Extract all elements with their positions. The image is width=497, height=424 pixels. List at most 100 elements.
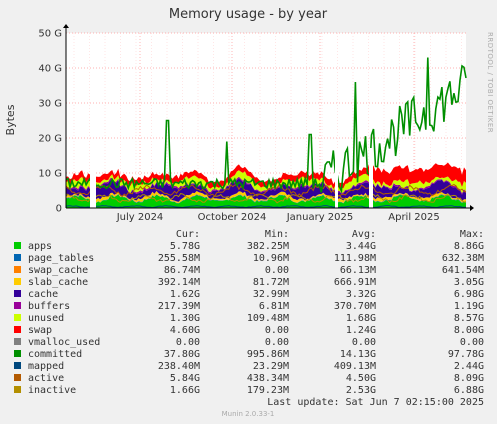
legend-swatch-swap_cache — [14, 266, 21, 273]
last-update: Last update: Sat Jun 7 02:15:00 2025 — [267, 397, 484, 408]
legend-header-max: Max: — [460, 229, 484, 240]
line-committed — [65, 57, 467, 194]
x-tick-label: April 2025 — [388, 212, 439, 223]
legend-max-apps: 8.86G — [454, 241, 484, 252]
legend-cur-active: 5.84G — [170, 373, 200, 384]
legend-cur-apps: 5.78G — [170, 241, 200, 252]
legend-name-inactive: inactive — [28, 385, 76, 396]
legend-header-min: Min: — [265, 229, 289, 240]
legend-min-cache: 32.99M — [253, 289, 289, 300]
legend-swatch-vmalloc_used — [14, 338, 21, 345]
legend-max-active: 8.09G — [454, 373, 484, 384]
data-gaps — [90, 148, 373, 208]
legend-min-unused: 109.48M — [247, 313, 289, 324]
legend-name-page_tables: page_tables — [28, 253, 94, 264]
legend-cur-unused: 1.30G — [170, 313, 200, 324]
legend-min-active: 438.34M — [247, 373, 289, 384]
y-tick-label: 40 G — [38, 64, 62, 75]
legend-cur-buffers: 217.39M — [158, 301, 200, 312]
legend-cur-committed: 37.80G — [164, 349, 200, 360]
line-inactive — [65, 193, 467, 204]
legend-avg-page_tables: 111.98M — [334, 253, 376, 264]
legend-avg-committed: 14.13G — [340, 349, 376, 360]
y-tick-label: 30 G — [38, 99, 62, 110]
legend-cur-swap_cache: 86.74M — [164, 265, 200, 276]
legend-name-buffers: buffers — [28, 301, 70, 312]
legend-max-slab_cache: 3.05G — [454, 277, 484, 288]
legend-swatch-committed — [14, 350, 21, 357]
legend-cur-cache: 1.62G — [170, 289, 200, 300]
legend-name-mapped: mapped — [28, 361, 64, 372]
legend-swatch-slab_cache — [14, 278, 21, 285]
legend-avg-cache: 3.32G — [346, 289, 376, 300]
gap-region — [90, 148, 96, 208]
legend-max-unused: 8.57G — [454, 313, 484, 324]
legend-header-avg: Avg: — [352, 229, 376, 240]
legend-min-swap: 0.00 — [265, 325, 289, 336]
legend-min-inactive: 179.23M — [247, 385, 289, 396]
legend-swatch-buffers — [14, 302, 21, 309]
legend-swatch-page_tables — [14, 254, 21, 261]
legend-max-swap_cache: 641.54M — [442, 265, 484, 276]
legend-min-vmalloc_used: 0.00 — [265, 337, 289, 348]
legend-avg-active: 4.50G — [346, 373, 376, 384]
legend-swatch-active — [14, 374, 21, 381]
area-unused — [66, 170, 466, 194]
legend-avg-unused: 1.68G — [346, 313, 376, 324]
legend-min-swap_cache: 0.00 — [265, 265, 289, 276]
line-mapped — [65, 205, 466, 209]
legend-name-apps: apps — [28, 241, 52, 252]
legend-cur-inactive: 1.66G — [170, 385, 200, 396]
legend-avg-vmalloc_used: 0.00 — [352, 337, 376, 348]
line-active — [65, 183, 467, 198]
legend-swatch-mapped — [14, 362, 21, 369]
legend-avg-slab_cache: 666.91M — [334, 277, 376, 288]
legend-cur-mapped: 238.40M — [158, 361, 200, 372]
stacked-areas — [65, 162, 467, 209]
y-tick-label: 10 G — [38, 169, 62, 180]
area-buffers — [66, 176, 466, 195]
legend-avg-apps: 3.44G — [346, 241, 376, 252]
legend-name-unused: unused — [28, 313, 64, 324]
area-cache — [66, 178, 466, 202]
gap-region — [369, 148, 373, 208]
legend-name-vmalloc_used: vmalloc_used — [28, 337, 100, 348]
legend-name-committed: committed — [28, 349, 82, 360]
legend-max-cache: 6.98G — [454, 289, 484, 300]
legend-swatch-unused — [14, 314, 21, 321]
area-apps — [66, 194, 466, 208]
legend-min-apps: 382.25M — [247, 241, 289, 252]
rrdtool-credit: RRDTOOL / TOBI OETIKER — [486, 32, 494, 133]
legend-max-vmalloc_used: 0.00 — [460, 337, 484, 348]
legend-cur-swap: 4.60G — [170, 325, 200, 336]
legend-name-active: active — [28, 373, 64, 384]
legend-name-cache: cache — [28, 289, 58, 300]
legend-avg-mapped: 409.13M — [334, 361, 376, 372]
legend-swatch-swap — [14, 326, 21, 333]
gap-region — [335, 148, 338, 208]
x-tick-label: July 2024 — [116, 212, 164, 223]
legend-avg-swap: 1.24G — [346, 325, 376, 336]
x-tick-label: October 2024 — [198, 212, 267, 223]
legend-min-slab_cache: 81.72M — [253, 277, 289, 288]
legend: Cur: Min: Avg: Max: apps 5.78G 382.25M 3.44… — [14, 229, 484, 396]
legend-min-mapped: 23.29M — [253, 361, 289, 372]
x-tick-label: January 2025 — [286, 212, 354, 223]
legend-avg-inactive: 2.53G — [346, 385, 376, 396]
chart-title: Memory usage - by year — [169, 7, 328, 22]
y-tick-label: 0 — [56, 204, 62, 215]
legend-max-page_tables: 632.38M — [442, 253, 484, 264]
legend-avg-buffers: 370.70M — [334, 301, 376, 312]
y-axis-label: Bytes — [4, 104, 17, 135]
x-axis-arrow — [470, 205, 474, 211]
legend-swatch-apps — [14, 242, 21, 249]
legend-name-swap_cache: swap_cache — [28, 265, 88, 276]
x-ticks: July 2024 October 2024 January 2025 April 2… — [116, 212, 440, 223]
legend-min-committed: 995.86M — [247, 349, 289, 360]
legend-cur-vmalloc_used: 0.00 — [176, 337, 200, 348]
legend-avg-swap_cache: 66.13M — [340, 265, 376, 276]
legend-name-slab_cache: slab_cache — [28, 277, 88, 288]
committed-line — [65, 57, 467, 194]
legend-max-swap: 8.00G — [454, 325, 484, 336]
